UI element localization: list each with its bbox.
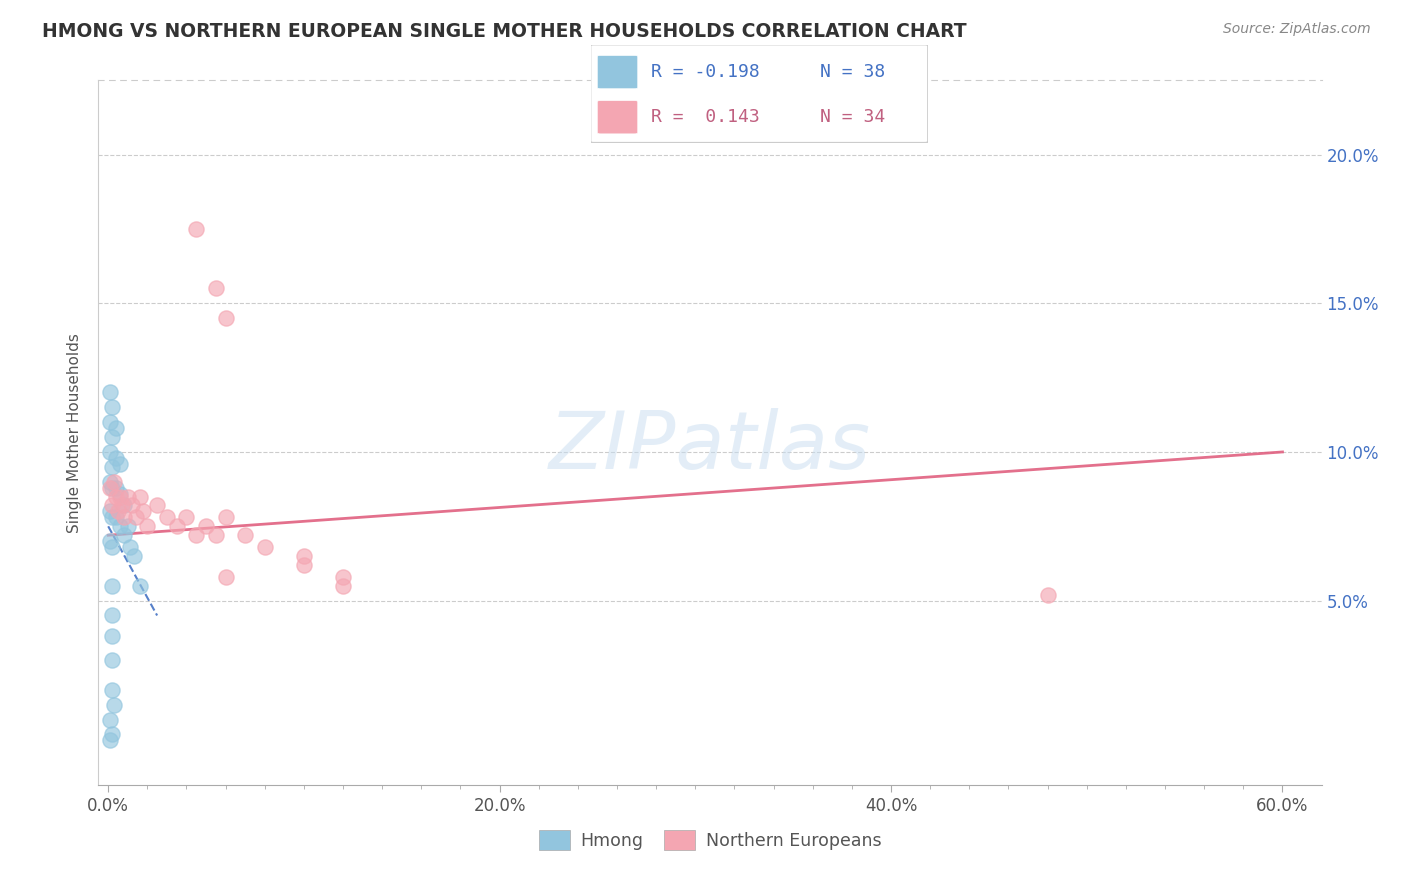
FancyBboxPatch shape bbox=[598, 101, 638, 134]
Legend: Hmong, Northern Europeans: Hmong, Northern Europeans bbox=[531, 823, 889, 857]
Text: N = 34: N = 34 bbox=[820, 108, 886, 126]
Point bbox=[214, 570, 236, 584]
Text: ZIPatlas: ZIPatlas bbox=[548, 408, 872, 486]
Point bbox=[101, 653, 124, 667]
FancyBboxPatch shape bbox=[591, 45, 928, 143]
Point bbox=[332, 570, 354, 584]
Point bbox=[98, 733, 121, 747]
Point bbox=[128, 490, 150, 504]
Point bbox=[186, 528, 208, 542]
Point bbox=[105, 450, 128, 465]
Point bbox=[98, 475, 121, 489]
Point bbox=[117, 519, 139, 533]
Point bbox=[112, 528, 135, 542]
Point bbox=[124, 510, 146, 524]
Point bbox=[105, 481, 128, 495]
Point bbox=[98, 534, 121, 549]
Point bbox=[105, 421, 128, 435]
Point bbox=[214, 311, 236, 326]
Point bbox=[105, 510, 128, 524]
Point bbox=[101, 510, 124, 524]
Point bbox=[98, 481, 121, 495]
Point bbox=[101, 499, 124, 513]
Point bbox=[108, 490, 131, 504]
Point bbox=[205, 281, 228, 295]
Point bbox=[195, 519, 218, 533]
Point bbox=[146, 499, 169, 513]
Point bbox=[108, 519, 131, 533]
Point bbox=[156, 510, 179, 524]
Point bbox=[112, 510, 135, 524]
Point bbox=[103, 475, 125, 489]
Point bbox=[118, 540, 141, 554]
Point bbox=[214, 510, 236, 524]
Point bbox=[176, 510, 198, 524]
Point bbox=[98, 415, 121, 429]
Y-axis label: Single Mother Households: Single Mother Households bbox=[67, 333, 83, 533]
Point bbox=[111, 499, 134, 513]
Point bbox=[107, 504, 129, 518]
Text: Source: ZipAtlas.com: Source: ZipAtlas.com bbox=[1223, 22, 1371, 37]
Point bbox=[101, 629, 124, 643]
Point bbox=[101, 579, 124, 593]
Point bbox=[205, 528, 228, 542]
Point bbox=[101, 401, 124, 415]
Point bbox=[121, 499, 143, 513]
Point bbox=[128, 579, 150, 593]
Point bbox=[117, 490, 139, 504]
Point bbox=[98, 385, 121, 400]
Point bbox=[108, 486, 131, 500]
Point bbox=[101, 481, 124, 495]
Point bbox=[98, 504, 121, 518]
Text: R =  0.143: R = 0.143 bbox=[651, 108, 761, 126]
Point bbox=[103, 698, 125, 712]
Text: R = -0.198: R = -0.198 bbox=[651, 63, 761, 81]
Point bbox=[186, 222, 208, 236]
Point bbox=[292, 558, 315, 572]
Point bbox=[101, 727, 124, 741]
Point bbox=[101, 459, 124, 474]
Point bbox=[101, 608, 124, 623]
Point bbox=[101, 430, 124, 444]
Point bbox=[98, 445, 121, 459]
Point bbox=[122, 549, 145, 563]
Point bbox=[136, 519, 159, 533]
Point bbox=[132, 504, 155, 518]
Point bbox=[112, 499, 135, 513]
Point bbox=[1036, 588, 1059, 602]
Point bbox=[101, 540, 124, 554]
Point bbox=[233, 528, 256, 542]
FancyBboxPatch shape bbox=[598, 55, 638, 89]
Point bbox=[101, 682, 124, 697]
Text: N = 38: N = 38 bbox=[820, 63, 886, 81]
Text: HMONG VS NORTHERN EUROPEAN SINGLE MOTHER HOUSEHOLDS CORRELATION CHART: HMONG VS NORTHERN EUROPEAN SINGLE MOTHER… bbox=[42, 22, 967, 41]
Point bbox=[108, 457, 131, 471]
Point bbox=[98, 713, 121, 727]
Point bbox=[253, 540, 276, 554]
Point bbox=[292, 549, 315, 563]
Point bbox=[332, 579, 354, 593]
Point bbox=[105, 490, 128, 504]
Point bbox=[166, 519, 188, 533]
